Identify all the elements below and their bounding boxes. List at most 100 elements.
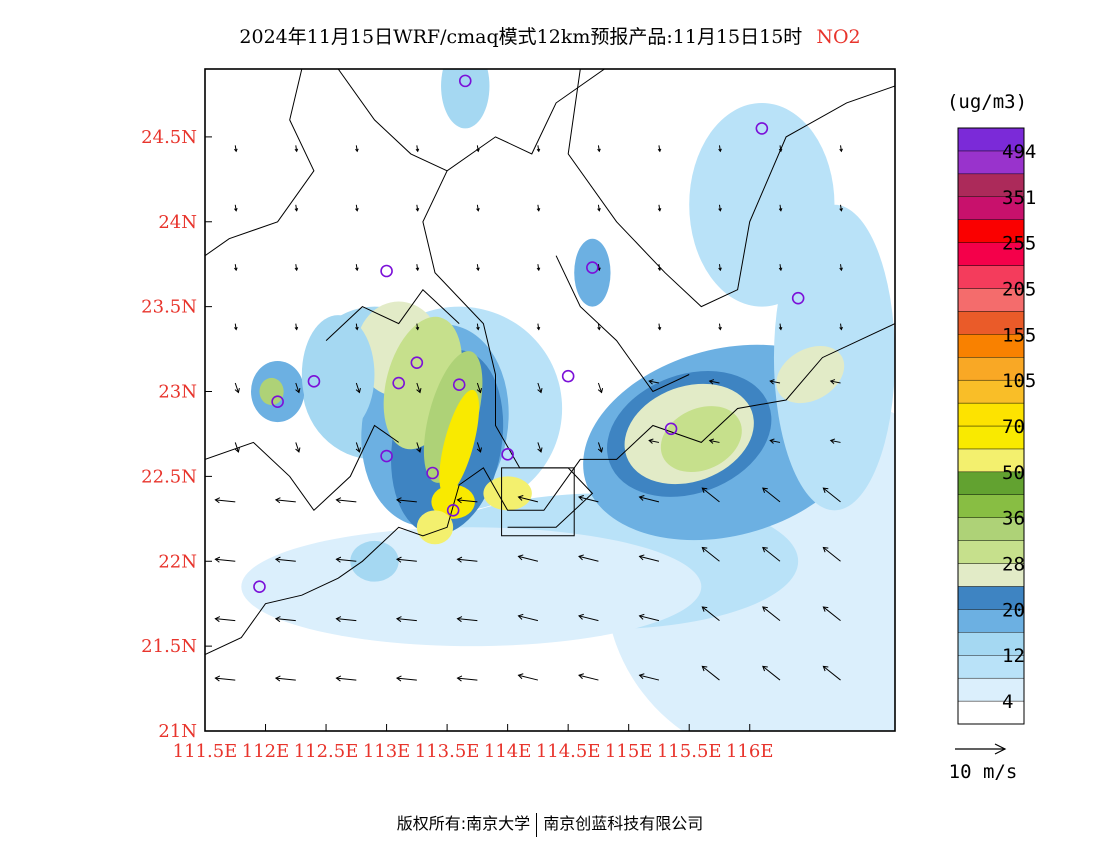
wind-arrow-shaft [355,442,360,453]
wind-vectors [214,145,843,682]
station-marker [446,504,460,517]
wind-arrow [355,264,359,272]
wind-arrow [839,145,843,153]
wind-arrow-head [476,326,480,331]
concentration-patch [660,406,742,473]
wind-arrow [597,442,604,453]
wind-arrow [456,616,478,623]
station-marker [561,369,575,383]
wind-arrow [234,264,238,272]
wind-arrow-shaft [840,323,842,330]
wind-arrow-shaft [701,606,720,622]
wind-arrow-head [578,554,584,561]
wind-arrow [517,554,539,562]
wind-arrow-shaft [234,204,237,211]
wind-arrow-head [294,267,299,272]
wind-arrow [294,264,299,272]
wind-arrow-head [657,208,662,212]
wind-arrow-head [456,616,463,623]
wind-arrow [537,442,543,453]
wind-arrow [657,264,662,272]
wind-arrow-shaft [295,204,298,211]
wind-arrow-shaft [770,380,781,384]
wind-arrow-shaft [215,677,236,681]
wind-arrow-shaft [396,618,417,622]
wind-arrow-shaft [823,487,841,503]
wind-arrow-shaft [779,323,782,330]
colorbar-label: 155 [1002,324,1036,346]
wind-arrow-shaft [355,204,358,211]
lat-tick-label: 22N [158,551,197,572]
wind-arrow [638,673,660,681]
concentration-patch [416,510,454,545]
colorbar-label: 12 [1002,645,1025,667]
wind-arrow [701,665,720,681]
wind-arrow-head [536,208,541,212]
wind-arrow-head [214,616,221,623]
lat-tick-label: 24.5N [141,127,197,148]
wind-arrow [335,497,357,504]
colorbar-labels: 4 12 20 28 36 50 70 105 155 205 255 351 494 [1002,141,1036,713]
station-marker [458,74,472,88]
wind-arrow [718,264,722,272]
wind-arrow-shaft [476,145,479,152]
wind-arrow [597,145,601,153]
wind-arrow-shaft [336,618,357,622]
concentration-patch [241,527,702,647]
wind-arrow-shaft [275,677,296,681]
footer-right: 南京创蓝科技有限公司 [543,814,704,833]
wind-arrow-shaft [718,323,721,330]
wind-arrow [456,556,478,563]
wind-arrow-head [355,447,361,453]
wind-arrow [234,204,238,212]
wind-arrow-head [701,546,708,553]
colorbar-unit: (ug/m3) [947,91,1027,113]
wind-arrow-head [395,556,402,563]
wind-arrow-head [822,487,829,493]
wind-arrow-head [355,388,361,394]
wind-arrow [638,554,660,562]
wind-arrow-shaft [537,145,540,152]
wind-arrow [648,438,660,444]
wind-arrow-head [718,326,722,331]
wind-arrow [395,556,417,563]
wind-arrow-shaft [537,382,542,393]
wind-arrow-shaft [476,204,479,211]
wind-arrow-shaft [658,264,661,271]
wind-arrow-head [762,606,768,612]
wind-arrow-shaft [476,323,479,330]
wind-arrow-shaft [295,323,298,330]
wind-arrow-shaft [416,382,421,393]
lon-tick-label: 112E [242,741,290,762]
colorbar-label: 105 [1002,370,1036,392]
wind-arrow-shaft [295,382,300,393]
lon-tick-label: 115E [605,741,653,762]
lon-tick-label: 111.5E [173,741,238,762]
wind-arrow-shaft [295,145,298,152]
wind-arrow [769,438,781,444]
wind-arrow-shaft [701,665,720,681]
wind-arrow [517,613,539,622]
wind-arrow-shaft [416,145,419,152]
wind-arrow-head [295,388,301,394]
wind-arrow [578,673,599,681]
wind-arrow [536,145,541,153]
lat-tick-label: 24N [158,212,197,233]
wind-arrow-shaft [840,264,842,271]
wind-arrow-shaft [457,677,478,681]
lon-tick-label: 114.5E [536,741,601,762]
wind-arrow [822,665,841,681]
station-marker [380,264,393,278]
wind-arrow-shaft [840,145,842,152]
wind-arrow-shaft [537,204,540,211]
wind-arrow-head [701,606,708,612]
wind-arrow-shaft [762,487,781,503]
wind-arrow-shaft [639,615,660,622]
wind-arrow-head [778,326,783,331]
wind-arrow-head [537,447,543,453]
concentration-patch [350,540,399,582]
colorbar-label: 4 [1002,691,1013,713]
wind-arrow-head [517,495,524,501]
colorbar-label: 351 [1002,187,1036,209]
